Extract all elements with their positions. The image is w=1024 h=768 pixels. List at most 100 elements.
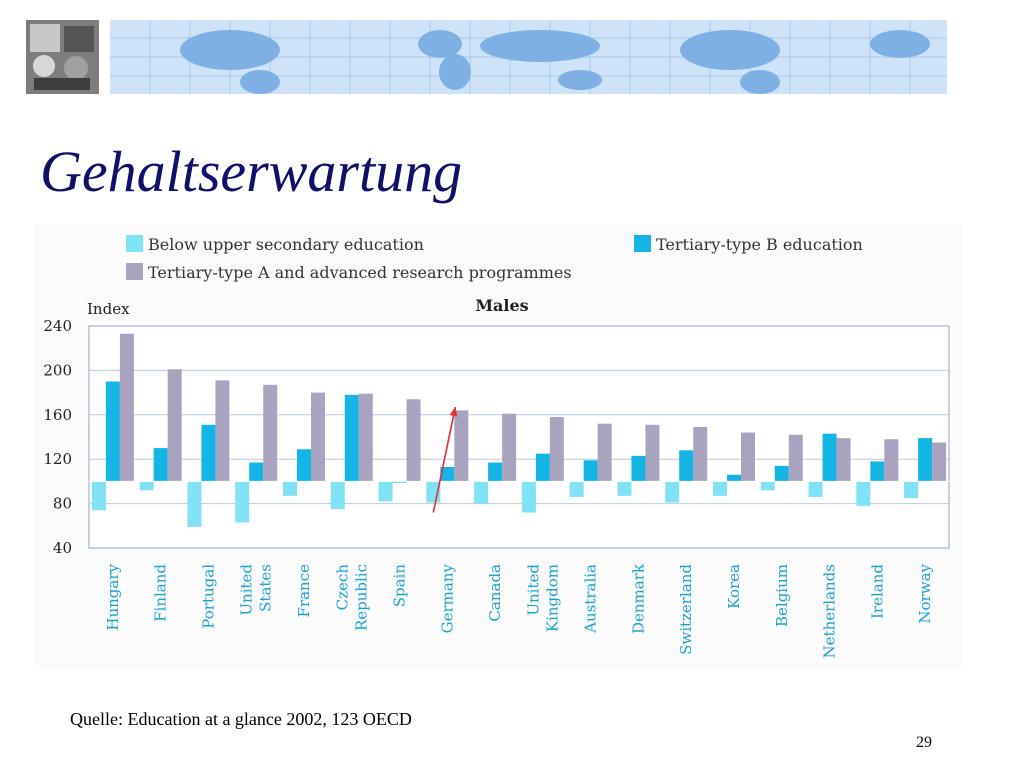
x-label-france: France xyxy=(295,564,313,618)
x-tick-label: Ireland xyxy=(868,564,886,619)
bar-switzerland-s2 xyxy=(693,427,708,482)
bar-czech-republic-s1 xyxy=(344,394,359,482)
bar-finland-s1 xyxy=(153,448,168,482)
x-tick-label: Norway xyxy=(916,563,934,623)
x-tick-label: States xyxy=(257,564,275,612)
bar-united-states-s0 xyxy=(235,481,250,523)
y-axis-label: Index xyxy=(87,300,130,318)
x-tick-label: Korea xyxy=(725,564,743,609)
chart-legend: Below upper secondary education Tertiary… xyxy=(126,235,863,282)
legend-swatch-below-upper-secondary xyxy=(126,235,143,252)
bar-united-states-s1 xyxy=(249,462,264,482)
slide-title: Gehaltserwartung xyxy=(40,139,463,204)
x-tick-label: Australia xyxy=(582,564,600,634)
y-tick-label: 80 xyxy=(53,495,72,513)
bar-norway-s2 xyxy=(932,442,947,482)
bar-finland-s0 xyxy=(139,481,154,491)
bar-united-states-s2 xyxy=(263,384,278,482)
bar-ireland-s0 xyxy=(856,481,871,506)
x-tick-label: Czech xyxy=(333,564,351,611)
bar-norway-s1 xyxy=(918,438,933,482)
bar-chart: Below upper secondary education Tertiary… xyxy=(34,224,962,670)
bar-czech-republic-s0 xyxy=(330,481,345,510)
bar-denmark-s2 xyxy=(645,424,660,482)
bar-canada-s2 xyxy=(502,413,517,482)
y-tick-label: 40 xyxy=(53,539,72,557)
world-map-banner xyxy=(110,20,947,94)
bar-finland-s2 xyxy=(167,369,182,482)
bars xyxy=(91,333,947,527)
legend-label-tertiary-a: Tertiary-type A and advanced research pr… xyxy=(148,263,572,282)
bar-united-kingdom-s2 xyxy=(549,417,564,482)
bar-france-s2 xyxy=(311,392,325,482)
x-label-finland: Finland xyxy=(152,564,170,622)
red-arrow-annotation xyxy=(432,406,458,513)
bar-spain-s1 xyxy=(392,481,407,483)
x-label-hungary: Hungary xyxy=(104,563,122,630)
bar-netherlands-s1 xyxy=(822,433,837,482)
bar-korea-s0 xyxy=(713,481,727,496)
x-label-united-kingdom: United Kingdom xyxy=(524,564,561,633)
y-tick-label: 200 xyxy=(43,361,72,379)
bar-france-s0 xyxy=(283,481,297,496)
bar-ireland-s2 xyxy=(884,439,899,482)
x-tick-label: Finland xyxy=(152,564,170,622)
bar-australia-s2 xyxy=(597,423,612,482)
x-label-australia: Australia xyxy=(582,564,600,634)
x-tick-label: Switzerland xyxy=(677,564,695,655)
bar-canada-s0 xyxy=(474,481,489,504)
bar-switzerland-s1 xyxy=(679,450,694,482)
x-label-united-states: United States xyxy=(238,564,275,616)
bar-hungary-s1 xyxy=(105,381,120,482)
source-citation: Quelle: Education at a glance 2002, 123 … xyxy=(70,709,412,729)
bar-netherlands-s2 xyxy=(836,438,851,482)
page-number: 29 xyxy=(916,734,932,751)
x-tick-label: Portugal xyxy=(199,564,217,629)
bar-canada-s1 xyxy=(488,462,503,482)
bar-hungary-s0 xyxy=(91,481,106,511)
bar-denmark-s1 xyxy=(631,455,646,482)
bar-korea-s1 xyxy=(727,474,741,482)
x-tick-label: Denmark xyxy=(629,563,647,634)
bar-ireland-s1 xyxy=(870,461,885,482)
bar-portugal-s0 xyxy=(187,481,202,527)
chart-panel: Below upper secondary education Tertiary… xyxy=(34,224,962,670)
header-photo xyxy=(26,20,99,94)
x-label-ireland: Ireland xyxy=(868,564,886,619)
x-label-canada: Canada xyxy=(486,564,504,622)
bar-australia-s1 xyxy=(583,460,598,482)
bar-netherlands-s0 xyxy=(808,481,823,497)
bar-germany-s2 xyxy=(454,410,469,482)
x-label-belgium: Belgium xyxy=(773,564,791,627)
bar-czech-republic-s2 xyxy=(358,393,373,482)
bar-switzerland-s0 xyxy=(665,481,680,503)
y-axis-ticks: 40 80 120 160 200 240 xyxy=(43,317,72,557)
x-axis-labels: Hungary Finland Portugal United States France… xyxy=(104,563,934,658)
legend-label-below-upper-secondary: Below upper secondary education xyxy=(148,235,424,254)
annotation-arrow-head xyxy=(449,407,458,417)
plot-area xyxy=(88,325,950,549)
bar-spain-s0 xyxy=(378,481,393,502)
x-label-denmark: Denmark xyxy=(629,563,647,634)
x-tick-label: Belgium xyxy=(773,564,791,627)
x-label-czech-republic: Czech Republic xyxy=(333,564,370,631)
bar-korea-s2 xyxy=(741,432,755,482)
bar-denmark-s0 xyxy=(617,481,632,496)
gridlines xyxy=(89,369,949,505)
x-tick-label: France xyxy=(295,564,313,618)
bar-norway-s0 xyxy=(904,481,919,499)
x-tick-label: Republic xyxy=(352,564,370,631)
x-label-switzerland: Switzerland xyxy=(677,564,695,655)
x-tick-label: Kingdom xyxy=(543,564,561,632)
bar-united-kingdom-s0 xyxy=(521,481,536,513)
y-tick-label: 240 xyxy=(43,317,72,335)
x-tick-label: United xyxy=(524,564,542,616)
bar-belgium-s1 xyxy=(774,465,789,482)
bar-germany-s1 xyxy=(440,466,455,482)
x-label-germany: Germany xyxy=(438,563,456,633)
bar-belgium-s0 xyxy=(760,481,775,491)
annotation-arrow-line xyxy=(432,406,457,513)
y-tick-label: 120 xyxy=(43,450,72,468)
legend-swatch-tertiary-b xyxy=(634,235,651,252)
x-label-portugal: Portugal xyxy=(199,564,217,629)
